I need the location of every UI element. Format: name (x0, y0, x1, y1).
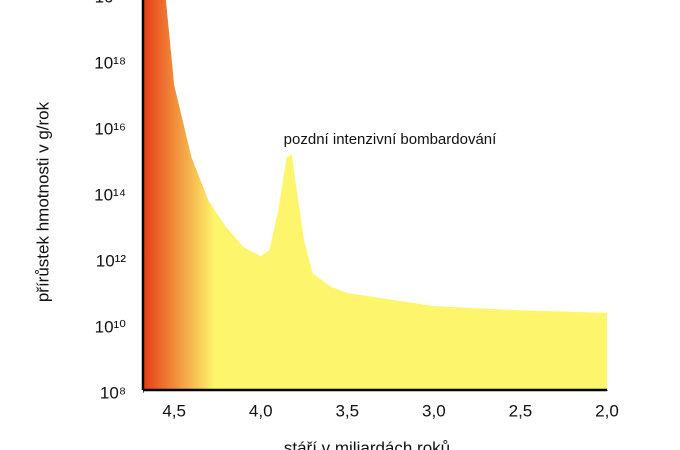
y-tick-label: 10²⁰ (95, 0, 127, 6)
x-tick-label: 2,0 (595, 401, 619, 420)
y-tick-label: 10¹⁸ (94, 53, 126, 72)
x-tick-label: 2,5 (509, 401, 533, 420)
plot-area (143, 0, 607, 390)
x-tick-label: 4,5 (162, 401, 186, 420)
annotation: pozdní intenzivní bombardování (284, 131, 497, 148)
x-tick-label: 3,5 (335, 401, 359, 420)
area (143, 0, 607, 390)
y-tick-label: 10¹⁶ (94, 119, 126, 138)
y-tick-label: 10¹⁴ (94, 185, 126, 204)
y-tick-label: 10⁸ (100, 383, 126, 402)
y-tick-label: 10¹² (96, 251, 127, 270)
x-axis-label: stáří v miliardách roků (284, 438, 450, 450)
x-tick-label: 4,0 (249, 401, 273, 420)
y-axis-label: přírůstek hmotnosti v g/rok (33, 101, 52, 302)
y-tick-label: 10¹⁰ (95, 317, 127, 336)
x-tick-label: 3,0 (422, 401, 446, 420)
